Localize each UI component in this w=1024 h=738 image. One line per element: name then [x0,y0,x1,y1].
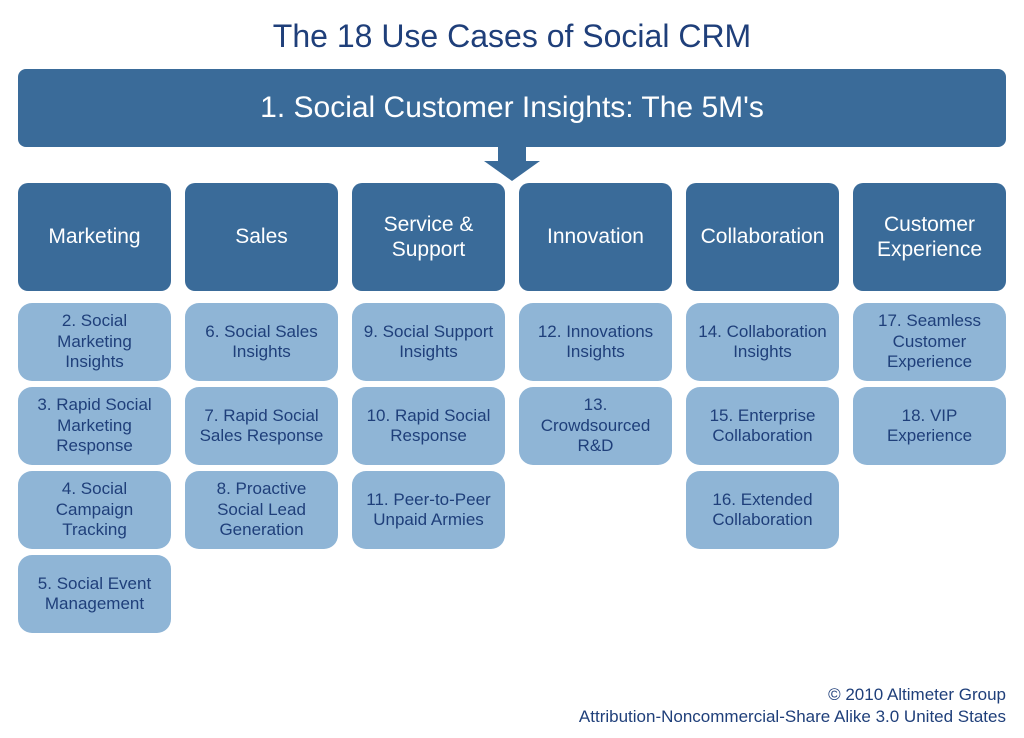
footer-attribution: © 2010 Altimeter Group Attribution-Nonco… [579,684,1006,728]
column-0: Marketing 2. Social Marketing Insights3. … [18,183,171,639]
columns-container: Marketing 2. Social Marketing Insights3. … [0,181,1024,639]
use-case-item: 14. Collaboration Insights [686,303,839,381]
column-header: Collaboration [686,183,839,291]
use-case-item: 7. Rapid Social Sales Response [185,387,338,465]
column-4: Collaboration14. Collaboration Insights1… [686,183,839,639]
column-header: Customer Experience [853,183,1006,291]
use-case-item: 17. Seamless Customer Experience [853,303,1006,381]
column-header: Innovation [519,183,672,291]
footer-line-1: © 2010 Altimeter Group [579,684,1006,706]
use-case-item: 18. VIP Experience [853,387,1006,465]
use-case-item: 10. Rapid Social Response [352,387,505,465]
column-1: Sales 6. Social Sales Insights7. Rapid So… [185,183,338,639]
use-case-item: 16. Extended Collaboration [686,471,839,549]
column-header: Marketing [18,183,171,291]
use-case-item: 9. Social Support Insights [352,303,505,381]
use-case-item: 2. Social Marketing Insights [18,303,171,381]
column-header: Service & Support [352,183,505,291]
down-arrow-icon [0,147,1024,181]
use-case-item: 8. Proactive Social Lead Generation [185,471,338,549]
use-case-item: 15. Enterprise Collaboration [686,387,839,465]
use-case-item: 3. Rapid Social Marketing Response [18,387,171,465]
use-case-item: 5. Social Event Management [18,555,171,633]
footer-line-2: Attribution-Noncommercial-Share Alike 3.… [579,706,1006,728]
use-case-item: 11. Peer-to-Peer Unpaid Armies [352,471,505,549]
use-case-item: 13. Crowdsourced R&D [519,387,672,465]
page-title: The 18 Use Cases of Social CRM [0,0,1024,69]
column-header: Sales [185,183,338,291]
use-case-item: 12. Innovations Insights [519,303,672,381]
use-case-item: 6. Social Sales Insights [185,303,338,381]
banner-use-case-1: 1. Social Customer Insights: The 5M's [18,69,1006,147]
column-3: Innovation 12. Innovations Insights13. Cr… [519,183,672,639]
use-case-item: 4. Social Campaign Tracking [18,471,171,549]
column-2: Service & Support 9. Social Support Insig… [352,183,505,639]
column-5: Customer Experience 17. Seamless Customer… [853,183,1006,639]
